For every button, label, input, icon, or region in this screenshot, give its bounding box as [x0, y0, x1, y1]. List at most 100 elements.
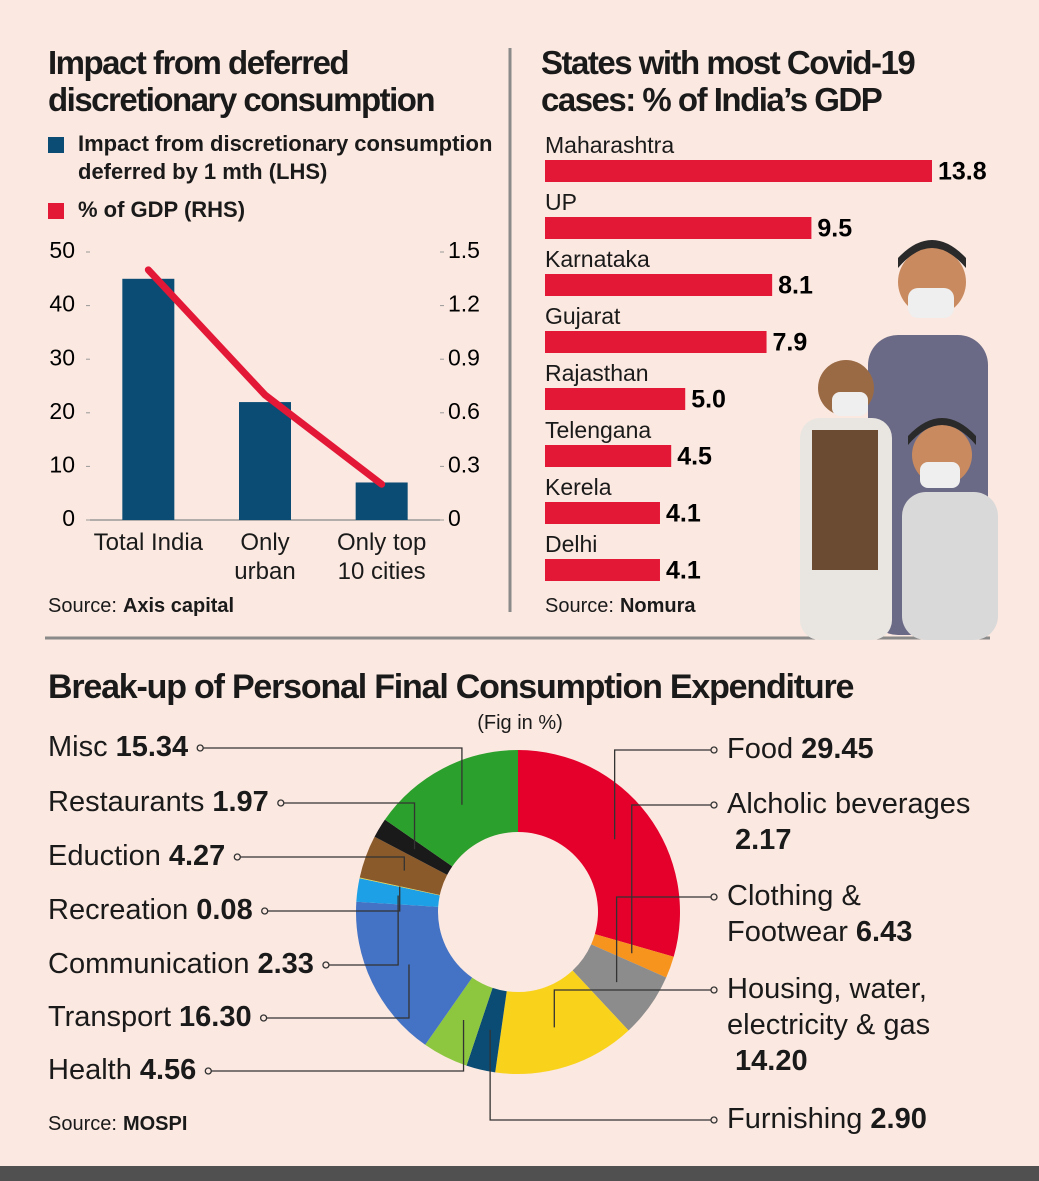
value-label: 8.1 [778, 272, 813, 300]
slice-label: Clothing & Footwear 6.43 [727, 878, 989, 950]
y2-tick-label: 1.5 [448, 237, 480, 263]
category-label: Karnataka [545, 246, 650, 272]
y-tick-label: 40 [49, 291, 75, 317]
bar [545, 388, 686, 410]
value-label: 7.9 [773, 329, 808, 357]
source-name: Axis capital [122, 595, 235, 617]
y2-tick-label: 1.2 [448, 291, 480, 317]
bar [545, 331, 767, 353]
leader-line [280, 802, 416, 850]
bar [545, 445, 672, 467]
leader-dot [710, 893, 718, 901]
leader-line [263, 964, 410, 1019]
leader-line [237, 856, 405, 871]
slice [495, 970, 629, 1074]
slice-name: Furnishing [727, 1103, 863, 1135]
illustration [800, 240, 998, 640]
y-tick-label: 10 [49, 451, 75, 477]
slice-name: Food [727, 733, 794, 765]
category-label: Maharashtra [545, 132, 675, 158]
slice [572, 944, 667, 1031]
person-body [902, 492, 998, 640]
slice-label: Eduction 4.27 [48, 838, 225, 874]
source-label: Source: [48, 1113, 117, 1135]
slice-label: Health 4.56 [48, 1052, 196, 1088]
person-mask [920, 462, 960, 488]
slice-name: Eduction [48, 840, 161, 872]
bar [545, 502, 660, 524]
slice-label: Housing, water, electricity & gas 14.20 [727, 971, 989, 1079]
leader-line [264, 886, 401, 912]
leader-line [613, 749, 714, 840]
slice [374, 819, 453, 875]
y2-tick-label: 0 [448, 505, 461, 531]
value-label: 4.5 [677, 443, 712, 471]
slice [466, 987, 507, 1073]
slice-value: 2.33 [257, 948, 314, 980]
slice-value: 6.43 [855, 916, 913, 948]
slice-label: Transport 16.30 [48, 999, 252, 1035]
leader-dot [204, 1067, 212, 1075]
y-tick-label: 20 [49, 398, 75, 424]
source-label: Source: [545, 595, 614, 617]
slice-value: 4.56 [139, 1054, 197, 1086]
bar [122, 278, 175, 520]
slice-label: Recreation 0.08 [48, 892, 253, 928]
slice-value: 2.90 [870, 1103, 927, 1135]
slice-name: Communication [48, 948, 250, 980]
bar [239, 402, 291, 520]
legend-swatch [48, 203, 64, 219]
slice [518, 750, 680, 957]
slice [591, 934, 674, 978]
value-label: 4.1 [666, 557, 701, 585]
person-mask [908, 288, 954, 318]
leader-dot [710, 746, 718, 754]
leader-dot [277, 799, 285, 807]
slice-value: 2.17 [735, 824, 792, 856]
chart-title: Break-up of Personal Final Consumption E… [48, 668, 854, 706]
person-hair [898, 240, 966, 268]
bar [545, 160, 932, 182]
source-label: Source: [48, 595, 117, 617]
bar [545, 559, 660, 581]
slice [359, 836, 448, 895]
slice-name: Clothing & Footwear [727, 880, 861, 948]
value-label: 13.8 [938, 158, 987, 186]
slice-label: Communication 2.33 [48, 946, 314, 982]
legend-label: Impact from discretionary consumption de… [78, 131, 493, 184]
source: Source: Nomura [545, 595, 696, 618]
slice-value: 14.20 [735, 1045, 808, 1077]
bar [545, 217, 812, 239]
leader-line [489, 1029, 714, 1121]
slice-value: 4.27 [168, 840, 226, 872]
y2-tick-label: 0.6 [448, 398, 480, 424]
category-label: UP [545, 189, 577, 215]
leader-line [325, 895, 399, 966]
y2-tick-label: 0.9 [448, 344, 480, 370]
slice [356, 878, 440, 907]
y-tick-label: 30 [49, 344, 75, 370]
person-vest [812, 430, 878, 570]
y2-tick-label: 0.3 [448, 451, 480, 477]
category-label: Delhi [545, 531, 598, 557]
bar [355, 482, 408, 520]
category-label: Gujarat [545, 303, 621, 329]
x-tick-label: Only urban [234, 529, 296, 585]
leader-dot [196, 744, 204, 752]
chart-subtitle: (Fig in %) [477, 712, 563, 734]
source-name: Nomura [619, 595, 696, 617]
legend-label: % of GDP (RHS) [78, 197, 246, 222]
slice-value: 29.45 [801, 733, 874, 765]
slice-label: Alcholic beverages 2.17 [727, 786, 989, 858]
slice-label: Misc 15.34 [48, 729, 188, 765]
leader-dot [710, 986, 718, 994]
source: Source: Axis capital [48, 595, 234, 618]
category-label: Kerela [545, 474, 612, 500]
slice [384, 750, 518, 867]
bar [545, 274, 773, 296]
slice [356, 901, 473, 1045]
footer-bar [0, 1166, 1039, 1181]
leader-line [208, 1020, 465, 1072]
slice-name: Alcholic beverages [727, 788, 971, 820]
